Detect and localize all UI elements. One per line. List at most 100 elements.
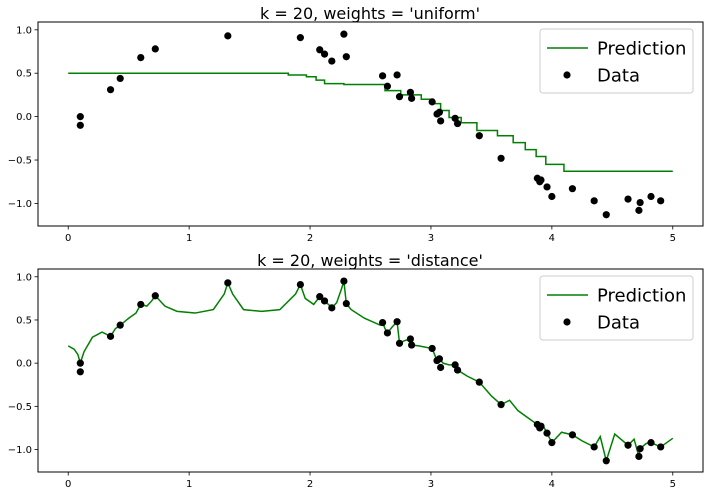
legend-data-swatch [563,318,571,326]
y-tick-label: 0.5 [16,315,32,326]
data-point [568,185,577,193]
data-point [543,183,551,191]
data-point [453,119,462,128]
y-tick-label: −0.5 [8,402,32,413]
y-tick-label: 1.0 [16,272,32,283]
data-point [383,82,392,90]
legend-data-label: Data [597,66,640,87]
y-tick-label: −1.0 [8,445,32,456]
data-point [224,279,232,287]
x-tick-label: 2 [307,233,313,244]
data-point [316,293,324,301]
data-point [657,197,665,205]
uniform-weights-panel: k = 20, weights = 'uniform' 0 1 2 3 4 5 −1.0 −0… [8,4,704,244]
data-point [340,30,348,38]
data-point [568,431,577,439]
legend-box [539,28,694,94]
data-point [475,378,483,386]
data-point [548,192,556,201]
data-point [224,32,232,40]
data-point [548,439,556,447]
y-tick-label: 0.5 [16,69,32,80]
data-point [590,197,598,205]
data-point [428,98,436,106]
y-tick-label: −1.0 [8,199,32,210]
data-point [316,46,324,54]
data-point [340,277,348,285]
data-point [383,329,392,337]
data-point [635,452,643,461]
data-point [590,443,598,451]
x-tick-label: 5 [670,233,676,244]
data-point [395,93,404,101]
x-tick-label: 0 [65,233,71,244]
x-tick-label: 1 [186,233,192,244]
data-point [408,94,416,102]
y-tick-label: 0.0 [16,359,32,370]
data-point [378,72,387,80]
data-point [395,339,404,347]
data-point [647,439,655,447]
data-point [406,335,414,343]
data-point [475,132,483,140]
data-point [636,198,644,207]
data-point [328,304,336,312]
data-point [537,422,545,430]
data-point [106,86,115,94]
data-point [602,211,610,219]
data-point [435,355,444,363]
x-tick-label: 0 [65,479,71,490]
y-tick-label: −0.5 [8,156,32,167]
data-point [437,117,445,125]
data-point [428,344,436,353]
data-point [537,176,545,184]
data-point [636,445,644,453]
data-point [137,53,145,62]
data-point [497,401,505,409]
data-point [406,88,414,96]
x-tick-label: 3 [428,233,434,244]
legend-data-label: Data [597,313,640,334]
legend-data-swatch [563,71,571,79]
data-point [543,429,551,437]
data-point [602,457,610,465]
chart-title: k = 20, weights = 'uniform' [260,4,480,23]
data-point [378,318,387,327]
data-point [393,318,401,326]
x-tick-label: 4 [549,479,555,490]
legend-prediction-label: Prediction [597,39,686,60]
data-point [151,292,159,300]
x-tick-label: 2 [307,479,313,490]
data-point [435,108,444,116]
data-point [393,71,401,79]
data-point [76,359,84,367]
y-tick-label: 0.0 [16,112,32,123]
x-tick-label: 1 [186,479,192,490]
data-point [296,280,304,289]
data-point [647,192,655,201]
data-point [137,300,145,309]
y-tick-label: 1.0 [16,25,32,36]
data-point [296,34,304,42]
data-point [497,154,505,162]
data-point [76,368,84,376]
x-tick-label: 4 [549,233,555,244]
data-point [116,321,124,329]
prediction-line [67,280,674,464]
data-point [635,206,643,214]
data-point [328,57,336,65]
data-point [106,332,115,340]
data-point [76,113,84,121]
x-tick-label: 3 [428,479,434,490]
legend-box [539,275,694,341]
data-point [437,363,445,372]
data-point [342,53,350,61]
data-point [453,366,462,374]
data-point [624,441,632,449]
data-point [320,50,329,58]
data-point [320,297,329,305]
data-point [657,443,665,451]
data-point [624,195,632,203]
x-tick-label: 5 [670,479,676,490]
